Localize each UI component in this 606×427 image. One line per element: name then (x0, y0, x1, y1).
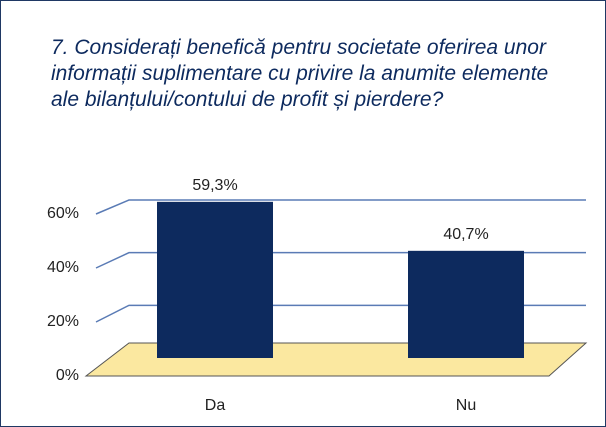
grid-line (95, 199, 586, 215)
x-tick-label: Da (205, 397, 226, 414)
y-tick-label: 20% (47, 313, 79, 330)
value-label: 59,3% (192, 177, 237, 194)
chart-title: 7. Considerați benefică pentru societate… (51, 36, 549, 111)
bar (408, 250, 524, 358)
y-tick-label: 60% (47, 205, 79, 222)
y-tick-label: 40% (47, 259, 79, 276)
y-tick-label: 0% (56, 367, 79, 384)
value-label: 40,7% (443, 226, 488, 243)
x-tick-label: Nu (456, 397, 476, 414)
bar (157, 201, 273, 358)
